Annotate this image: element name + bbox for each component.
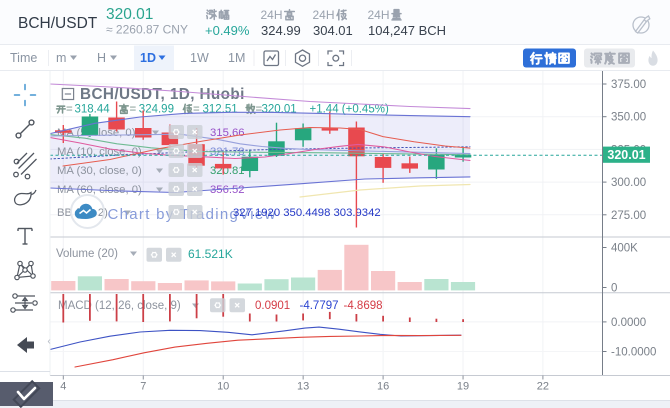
svg-text:1D: 1D: [140, 51, 156, 65]
svg-text:0: 0: [611, 283, 617, 295]
svg-text:318.44: 318.44: [75, 104, 111, 116]
svg-text:327.1920 350.4498 303.9342: 327.1920 350.4498 303.9342: [233, 207, 381, 219]
svg-text:16: 16: [377, 381, 389, 393]
svg-text:-4.8698: -4.8698: [344, 300, 383, 312]
svg-text:375.00: 375.00: [611, 79, 646, 91]
svg-text:‹: ‹: [47, 336, 50, 347]
svg-text:=: =: [256, 104, 263, 116]
svg-text:BCH/USDT, 1D, Huobi: BCH/USDT, 1D, Huobi: [80, 86, 245, 103]
svg-text:BCH/USDT: BCH/USDT: [18, 15, 98, 32]
svg-text:22: 22: [537, 381, 549, 393]
svg-text:320.01: 320.01: [607, 148, 645, 162]
svg-text:=: =: [193, 104, 200, 116]
svg-text:1W: 1W: [190, 51, 209, 65]
svg-text:0.0000: 0.0000: [611, 317, 646, 329]
svg-text:7: 7: [140, 381, 146, 393]
svg-text:4: 4: [60, 381, 66, 393]
svg-text:320.01: 320.01: [262, 104, 297, 116]
svg-text:275.00: 275.00: [611, 210, 646, 222]
svg-text:324.99: 324.99: [261, 23, 301, 38]
svg-text:=: =: [66, 104, 73, 116]
svg-text:MACD (12, 26, close, 9): MACD (12, 26, close, 9): [58, 300, 181, 312]
svg-text:=: =: [130, 104, 137, 116]
svg-text:24H: 24H: [368, 8, 390, 22]
svg-text:61.521K: 61.521K: [188, 247, 233, 261]
svg-text:-4.7797: -4.7797: [300, 300, 339, 312]
svg-text:324.99: 324.99: [139, 104, 174, 116]
svg-text:Time: Time: [10, 51, 37, 65]
svg-text:13: 13: [297, 381, 309, 393]
svg-text:350.00: 350.00: [611, 112, 646, 124]
svg-text:m: m: [56, 51, 66, 65]
svg-text:Volume (20): Volume (20): [56, 248, 118, 260]
svg-text:1M: 1M: [228, 51, 245, 65]
svg-text:356.52: 356.52: [210, 184, 245, 196]
svg-text:H: H: [97, 51, 106, 65]
svg-text:400K: 400K: [611, 243, 638, 255]
svg-text:-10.0000: -10.0000: [611, 347, 656, 359]
svg-text:10: 10: [217, 381, 229, 393]
svg-text:312.51: 312.51: [203, 104, 238, 116]
svg-text:304.01: 304.01: [313, 23, 353, 38]
svg-text:+0.49%: +0.49%: [205, 23, 250, 38]
svg-text:300.00: 300.00: [611, 177, 646, 189]
svg-text:≈ 2260.87 CNY: ≈ 2260.87 CNY: [106, 23, 188, 37]
svg-text:104,247 BCH: 104,247 BCH: [368, 23, 446, 38]
svg-text:24H: 24H: [261, 8, 283, 22]
svg-text:320.01: 320.01: [106, 6, 153, 23]
svg-text:0.0901: 0.0901: [255, 300, 290, 312]
svg-text:24H: 24H: [313, 8, 335, 22]
svg-text:19: 19: [457, 381, 469, 393]
svg-text:MA (30, close, 0): MA (30, close, 0): [57, 165, 142, 177]
